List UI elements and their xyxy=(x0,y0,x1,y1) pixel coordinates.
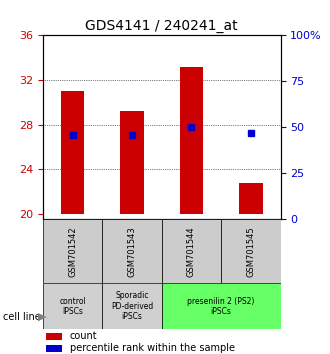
Bar xyxy=(46,344,62,352)
Text: Sporadic
PD-derived
iPSCs: Sporadic PD-derived iPSCs xyxy=(111,291,153,321)
Bar xyxy=(180,67,203,214)
Bar xyxy=(61,91,84,214)
Bar xyxy=(46,333,62,339)
Text: GSM701543: GSM701543 xyxy=(127,226,137,277)
Text: presenilin 2 (PS2)
iPSCs: presenilin 2 (PS2) iPSCs xyxy=(187,297,255,316)
Text: count: count xyxy=(70,331,98,341)
Text: percentile rank within the sample: percentile rank within the sample xyxy=(70,343,235,353)
Bar xyxy=(120,111,144,214)
FancyBboxPatch shape xyxy=(43,219,102,283)
Text: GSM701544: GSM701544 xyxy=(187,226,196,277)
Text: GSM701545: GSM701545 xyxy=(246,226,255,277)
FancyBboxPatch shape xyxy=(221,219,280,283)
Bar xyxy=(239,183,263,214)
Text: control
IPSCs: control IPSCs xyxy=(59,297,86,316)
Text: ▶: ▶ xyxy=(38,312,47,322)
FancyBboxPatch shape xyxy=(162,219,221,283)
Text: cell line: cell line xyxy=(3,312,41,322)
Title: GDS4141 / 240241_at: GDS4141 / 240241_at xyxy=(85,19,238,33)
FancyBboxPatch shape xyxy=(102,283,162,329)
Text: GSM701542: GSM701542 xyxy=(68,226,77,277)
FancyBboxPatch shape xyxy=(102,219,162,283)
FancyBboxPatch shape xyxy=(43,283,102,329)
FancyBboxPatch shape xyxy=(162,283,280,329)
